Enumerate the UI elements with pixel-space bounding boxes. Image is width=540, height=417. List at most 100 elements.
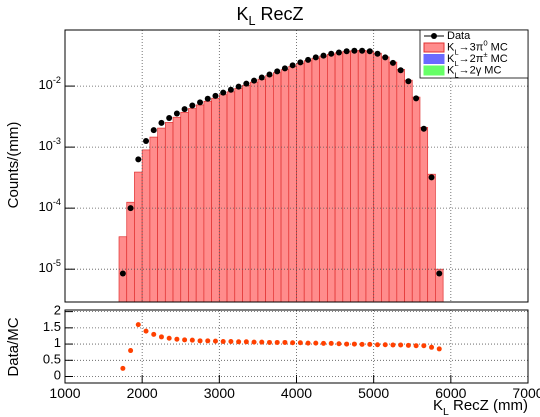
- ratio-axis-label: Data/MC: [5, 317, 22, 376]
- ratio-point: [197, 338, 203, 344]
- histogram-bar: [164, 122, 174, 303]
- data-point: [189, 102, 196, 109]
- data-point: [258, 74, 265, 81]
- ratio-point: [305, 340, 311, 346]
- ratio-point: [413, 343, 419, 349]
- ratio-point: [436, 346, 442, 352]
- data-point: [366, 48, 373, 55]
- chart-title: KL RecZ: [236, 4, 303, 29]
- ratio-point: [313, 340, 319, 346]
- data-point: [413, 95, 420, 102]
- histogram-bar: [396, 69, 405, 303]
- data-point: [397, 67, 404, 74]
- ratio-y-tick-label: 1: [54, 336, 61, 351]
- legend-label: Data: [447, 30, 471, 42]
- ratio-point: [251, 339, 257, 345]
- data-point: [166, 115, 173, 122]
- ratio-point: [390, 342, 396, 348]
- histogram-bar: [226, 91, 236, 303]
- x-tick-label: 4000: [281, 385, 312, 401]
- histogram-bar: [242, 84, 251, 303]
- ratio-y-tick-label: 1.5: [43, 319, 61, 334]
- histogram-bar: [180, 111, 189, 303]
- data-point: [181, 106, 188, 113]
- histogram-bar: [373, 52, 382, 303]
- data-point: [289, 62, 296, 69]
- ratio-point: [220, 338, 226, 344]
- histogram-bar: [280, 69, 290, 303]
- data-point: [428, 174, 435, 181]
- ratio-point: [212, 338, 218, 344]
- histogram-bar: [303, 60, 313, 303]
- data-point: [297, 59, 304, 66]
- ratio-point: [128, 348, 134, 354]
- histogram-bar: [411, 96, 421, 303]
- ratio-point: [282, 339, 288, 345]
- histogram-bar: [311, 57, 320, 303]
- ratio-point: [405, 342, 411, 348]
- data-point: [127, 205, 134, 212]
- ratio-y-tick-label: 0: [54, 368, 61, 383]
- histogram-bar: [273, 72, 282, 303]
- legend-swatch: [423, 65, 445, 76]
- ratio-point: [120, 365, 126, 371]
- ratio-point: [166, 335, 172, 341]
- histogram-bar: [381, 56, 390, 303]
- data-point: [227, 86, 234, 93]
- ratio-point: [367, 341, 373, 347]
- histogram-bar: [419, 127, 429, 303]
- data-point: [359, 47, 366, 54]
- y-tick-label: 10-3: [38, 137, 61, 154]
- y-tick-label: 10-2: [38, 75, 61, 92]
- ratio-point: [421, 343, 427, 349]
- legend-marker: [431, 33, 437, 39]
- ratio-point: [266, 339, 272, 345]
- ratio-point: [321, 340, 327, 346]
- legend-label: KL→2π± MC: [447, 50, 508, 68]
- x-tick-label: 6000: [435, 385, 466, 401]
- histogram-bar: [388, 61, 398, 303]
- ratio-point: [290, 340, 296, 346]
- histogram-bar: [319, 55, 328, 303]
- histogram-bar: [149, 136, 158, 303]
- histogram-bar: [334, 52, 344, 303]
- data-point: [389, 59, 396, 66]
- x-axis-label: KL RecZ (mm): [433, 397, 528, 417]
- legend-label: KL→3π0 MC: [447, 38, 508, 56]
- ratio-point: [243, 339, 249, 345]
- data-point: [374, 50, 381, 57]
- data-point: [420, 125, 427, 132]
- legend-swatch: [423, 42, 445, 53]
- data-point: [235, 83, 242, 90]
- ratio-point: [182, 337, 188, 343]
- x-tick-label: 5000: [358, 385, 389, 401]
- data-point: [266, 71, 273, 78]
- data-point: [158, 119, 165, 126]
- data-point: [143, 137, 150, 144]
- histogram-bar: [365, 50, 375, 303]
- histogram-bar: [296, 62, 305, 303]
- data-point: [243, 80, 250, 87]
- ratio-point: [398, 342, 404, 348]
- data-point: [320, 52, 327, 59]
- histogram-bar: [157, 127, 166, 303]
- ratio-point: [297, 340, 303, 346]
- ratio-point: [151, 331, 157, 337]
- histogram-bar: [195, 104, 205, 303]
- data-point: [212, 92, 219, 99]
- ratio-point: [259, 339, 265, 345]
- data-point: [382, 54, 389, 61]
- ratio-point: [351, 341, 357, 347]
- x-tick-label: 2000: [127, 385, 158, 401]
- y-tick-label: 10-4: [38, 198, 61, 215]
- y-axis-label: Counts/(mm): [5, 122, 22, 209]
- data-point: [173, 110, 180, 117]
- y-tick-label: 10-5: [38, 259, 61, 276]
- ratio-point: [174, 336, 180, 342]
- ratio-point: [189, 337, 195, 343]
- ratio-point: [336, 341, 342, 347]
- ratio-point: [344, 341, 350, 347]
- data-point: [135, 156, 142, 163]
- data-point: [220, 89, 227, 96]
- histogram-bar: [404, 79, 413, 303]
